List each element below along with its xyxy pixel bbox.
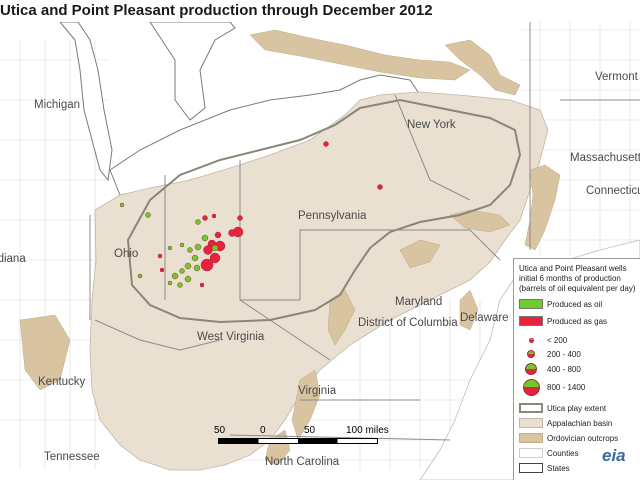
- legend-row-oil: Produced as oil: [519, 297, 602, 311]
- label-massachusetts: Massachusetts: [570, 152, 640, 164]
- legend-row-400-800: 400 - 800: [519, 362, 581, 376]
- legend-200-400-label: 200 - 400: [547, 349, 581, 359]
- well-gas: [203, 245, 213, 255]
- legend-states-label: States: [547, 463, 570, 473]
- well-oil: [137, 273, 143, 279]
- well-oil: [191, 254, 199, 262]
- well-oil: [167, 280, 173, 286]
- scale-tick-100-miles: 100 miles: [346, 425, 389, 436]
- label-tennessee: Tennessee: [44, 451, 100, 463]
- well-gas: [157, 253, 163, 259]
- size-dot-small: [528, 337, 534, 343]
- label-dc: District of Columbia: [358, 317, 458, 329]
- ordovician-swatch: [519, 433, 543, 443]
- label-ohio: Ohio: [114, 248, 139, 260]
- lake-huron: [149, 21, 236, 121]
- gas-swatch: [519, 316, 543, 326]
- well-oil: [167, 245, 173, 251]
- legend-row-800-1400: 800 - 1400: [519, 378, 586, 396]
- label-delaware: Delaware: [460, 312, 509, 324]
- state-borders: [89, 20, 640, 441]
- legend-row-utica: Utica play extent: [519, 401, 606, 415]
- well-gas: [237, 215, 243, 221]
- well-gas: [200, 258, 214, 272]
- well-oil: [184, 275, 192, 283]
- well-gas: [323, 141, 329, 147]
- scale-tick-0: 0: [260, 425, 266, 436]
- label-north-carolina: North Carolina: [265, 456, 340, 468]
- well-gas: [214, 231, 222, 239]
- well-gas: [232, 226, 244, 238]
- legend-lt200-label: < 200: [547, 335, 568, 345]
- well-oil: [187, 247, 193, 253]
- label-maryland: Maryland: [395, 296, 443, 308]
- legend-gas-label: Produced as gas: [547, 316, 608, 326]
- label-pennsylvania: Pennsylvania: [298, 210, 367, 222]
- well-oil: [193, 264, 201, 272]
- legend-row-lt200: < 200: [519, 333, 567, 347]
- legend-oil-label: Produced as oil: [547, 299, 603, 309]
- legend-counties-label: Counties: [547, 448, 579, 458]
- scale-bar: [218, 438, 378, 444]
- legend: Utica and Point Pleasant wells initial 6…: [513, 258, 640, 480]
- well-oil: [201, 234, 209, 242]
- legend-row-ordovician: Ordovician outcrops: [519, 431, 618, 445]
- well-oil: [195, 219, 201, 225]
- legend-row-counties: Counties: [519, 446, 579, 460]
- map-title: Utica and Point Pleasant production thro…: [0, 0, 640, 22]
- label-virginia: Virginia: [298, 385, 337, 397]
- well-oil: [179, 242, 185, 248]
- well-gas: [211, 213, 217, 219]
- appalachian-swatch: [519, 418, 543, 428]
- well-oil: [119, 202, 125, 208]
- well-oil: [194, 243, 202, 251]
- label-connecticut: Connecticut: [586, 185, 640, 197]
- size-dot-medium: [527, 350, 535, 358]
- utica-extent-swatch: [519, 403, 543, 413]
- well-gas: [199, 282, 205, 288]
- legend-utica-label: Utica play extent: [547, 403, 607, 413]
- label-kentucky: Kentucky: [38, 376, 86, 388]
- well-oil: [211, 244, 219, 252]
- wells-layer: [119, 141, 383, 288]
- legend-row-200-400: 200 - 400: [519, 347, 581, 361]
- well-gas: [159, 267, 165, 273]
- scale-tick-50-left: 50: [214, 425, 226, 436]
- legend-row-states: States: [519, 461, 570, 475]
- lake-michigan: [58, 21, 113, 182]
- label-new-york: New York: [407, 119, 456, 131]
- size-dot-large: [525, 363, 537, 375]
- legend-row-gas: Produced as gas: [519, 314, 607, 328]
- label-vermont: Vermont: [595, 71, 638, 83]
- scale-tick-50: 50: [304, 425, 316, 436]
- legend-appalachian-label: Appalachian basin: [547, 418, 613, 428]
- legend-row-appalachian: Appalachian basin: [519, 416, 612, 430]
- label-michigan: Michigan: [34, 99, 81, 111]
- well-oil: [184, 262, 192, 270]
- legend-ordovician-label: Ordovician outcrops: [547, 433, 619, 443]
- states-swatch: [519, 463, 543, 473]
- counties-swatch: [519, 448, 543, 458]
- oil-swatch: [519, 299, 543, 309]
- legend-400-800-label: 400 - 800: [547, 364, 581, 374]
- utica-play-extent: [126, 98, 522, 324]
- legend-heading: Utica and Point Pleasant wells initial 6…: [519, 264, 636, 293]
- ordovician-outcrops: [19, 29, 561, 466]
- well-oil: [177, 282, 183, 288]
- well-gas: [202, 215, 208, 221]
- well-gas: [209, 252, 221, 264]
- well-oil: [179, 268, 185, 274]
- legend-800-1400-label: 800 - 1400: [547, 382, 586, 392]
- label-west-virginia: West Virginia: [197, 331, 265, 343]
- eia-logo: eia: [602, 446, 626, 465]
- well-gas: [377, 184, 383, 190]
- well-oil: [171, 272, 179, 280]
- size-dot-xlarge: [522, 378, 540, 396]
- well-oil: [145, 212, 151, 218]
- label-indiana: Indiana: [0, 253, 26, 265]
